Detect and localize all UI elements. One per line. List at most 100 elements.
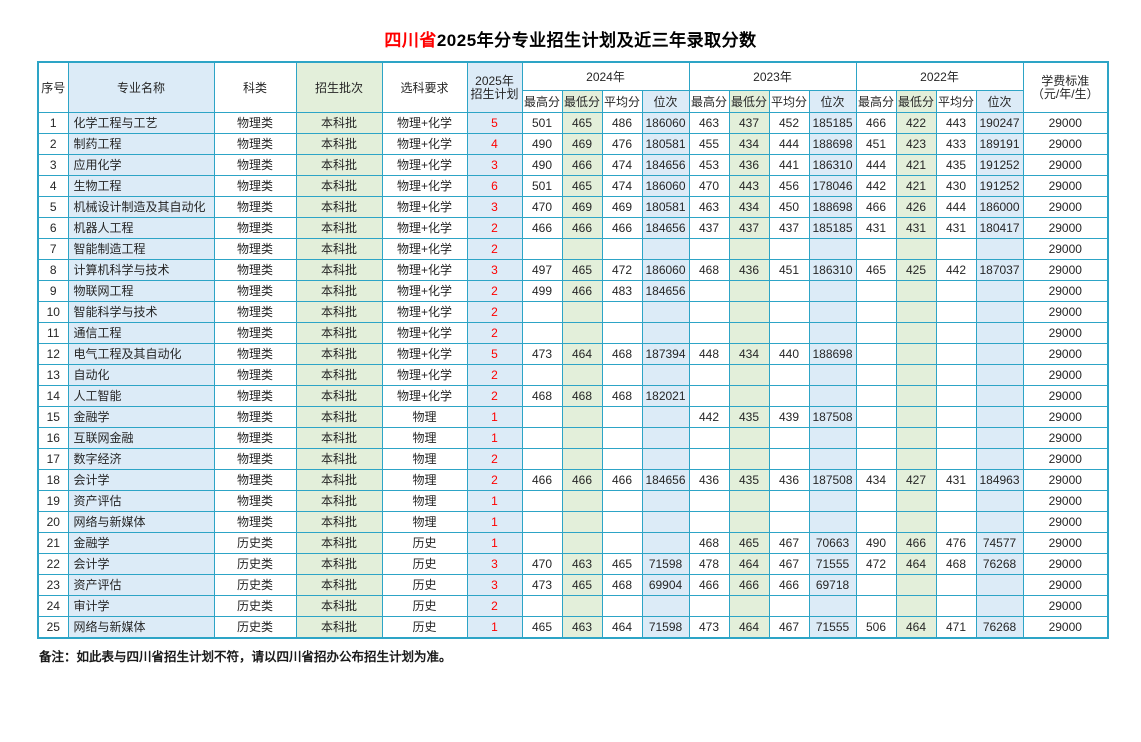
subject-requirement: 物理+化学 [381,280,468,302]
tuition: 29000 [1022,616,1109,639]
score-2023-min [728,280,770,302]
score-2024-max: 468 [521,385,563,407]
table-row: 18 会计学 物理类 本科批 物理 2 466 466 466 184656 436 435 436 18… [37,469,1109,491]
major-name: 互联网金融 [67,427,215,449]
score-2024-min [561,322,603,344]
score-2023-rank: 178046 [808,175,857,197]
score-2022-avg: 442 [935,259,977,281]
subject-category: 物理类 [213,343,297,365]
admission-batch: 本科批 [295,280,383,302]
plan-2025: 3 [466,154,523,176]
header-plan-2025-line2: 招生计划 [470,86,519,101]
subject-category: 物理类 [213,427,297,449]
subject-requirement: 物理+化学 [381,217,468,239]
score-2023-rank [808,238,857,260]
score-2023-max: 466 [688,574,730,596]
header-2024-max: 最高分 [521,90,563,113]
score-2022-rank [975,238,1024,260]
score-2022-rank [975,364,1024,386]
score-2023-min: 434 [728,133,770,155]
score-2022-min [895,301,937,323]
score-2023-max: 463 [688,196,730,218]
score-2023-rank: 188698 [808,196,857,218]
score-2023-max: 436 [688,469,730,491]
score-2024-rank: 71598 [641,553,690,575]
score-2022-avg [935,511,977,533]
score-2022-rank [975,448,1024,470]
score-2023-avg [768,364,810,386]
score-2023-avg: 452 [768,112,810,134]
tuition: 29000 [1022,196,1109,218]
major-name: 数字经济 [67,448,215,470]
score-2024-min: 469 [561,196,603,218]
admission-batch: 本科批 [295,427,383,449]
score-2024-avg: 474 [601,154,643,176]
score-2022-min [895,427,937,449]
score-2022-avg: 471 [935,616,977,639]
admission-batch: 本科批 [295,238,383,260]
score-2023-avg [768,595,810,617]
plan-2025: 2 [466,217,523,239]
table-row: 4 生物工程 物理类 本科批 物理+化学 6 501 465 474 186060 470 443 45… [37,175,1109,197]
plan-2025: 3 [466,553,523,575]
row-index: 3 [37,154,69,176]
subject-category: 物理类 [213,280,297,302]
score-2024-avg: 465 [601,553,643,575]
score-2022-rank [975,490,1024,512]
score-2024-max [521,595,563,617]
subject-requirement: 物理 [381,448,468,470]
score-2023-max: 473 [688,616,730,639]
score-2023-rank: 70663 [808,532,857,554]
score-2023-min: 464 [728,616,770,639]
tuition: 29000 [1022,553,1109,575]
score-2023-avg: 467 [768,616,810,639]
admission-batch: 本科批 [295,616,383,639]
subject-requirement: 历史 [381,616,468,639]
major-name: 化学工程与工艺 [67,112,215,134]
score-2024-max: 465 [521,616,563,639]
subject-category: 物理类 [213,385,297,407]
score-2022-avg [935,385,977,407]
plan-2025: 3 [466,259,523,281]
header-plan-2025: 2025年 招生计划 [466,61,523,113]
row-index: 10 [37,301,69,323]
score-2023-rank: 185185 [808,217,857,239]
score-2022-min: 466 [895,532,937,554]
score-2024-min: 465 [561,574,603,596]
score-2024-min [561,238,603,260]
score-2023-avg [768,490,810,512]
score-2022-avg [935,301,977,323]
score-2023-max [688,301,730,323]
plan-2025: 1 [466,616,523,639]
score-2024-avg: 466 [601,217,643,239]
score-2024-max: 499 [521,280,563,302]
header-year-2024: 2024年 [521,61,690,91]
score-2022-avg: 430 [935,175,977,197]
score-2024-avg: 466 [601,469,643,491]
score-2024-max: 497 [521,259,563,281]
score-2022-avg [935,364,977,386]
score-2022-avg [935,595,977,617]
score-2022-max: 444 [855,154,897,176]
major-name: 自动化 [67,364,215,386]
score-2024-max: 473 [521,574,563,596]
score-2024-avg [601,238,643,260]
score-2022-min: 426 [895,196,937,218]
row-index: 18 [37,469,69,491]
row-index: 1 [37,112,69,134]
score-2022-rank: 190247 [975,112,1024,134]
score-2023-rank [808,427,857,449]
plan-2025: 1 [466,532,523,554]
score-2022-rank [975,280,1024,302]
plan-2025: 2 [466,469,523,491]
header-tuition-line2: （元/年/生） [1031,86,1099,101]
admission-batch: 本科批 [295,322,383,344]
score-2023-rank: 187508 [808,469,857,491]
subject-category: 物理类 [213,406,297,428]
subject-category: 物理类 [213,322,297,344]
score-2024-max [521,490,563,512]
row-index: 12 [37,343,69,365]
row-index: 20 [37,511,69,533]
header-2023-avg: 平均分 [768,90,810,113]
tuition: 29000 [1022,427,1109,449]
